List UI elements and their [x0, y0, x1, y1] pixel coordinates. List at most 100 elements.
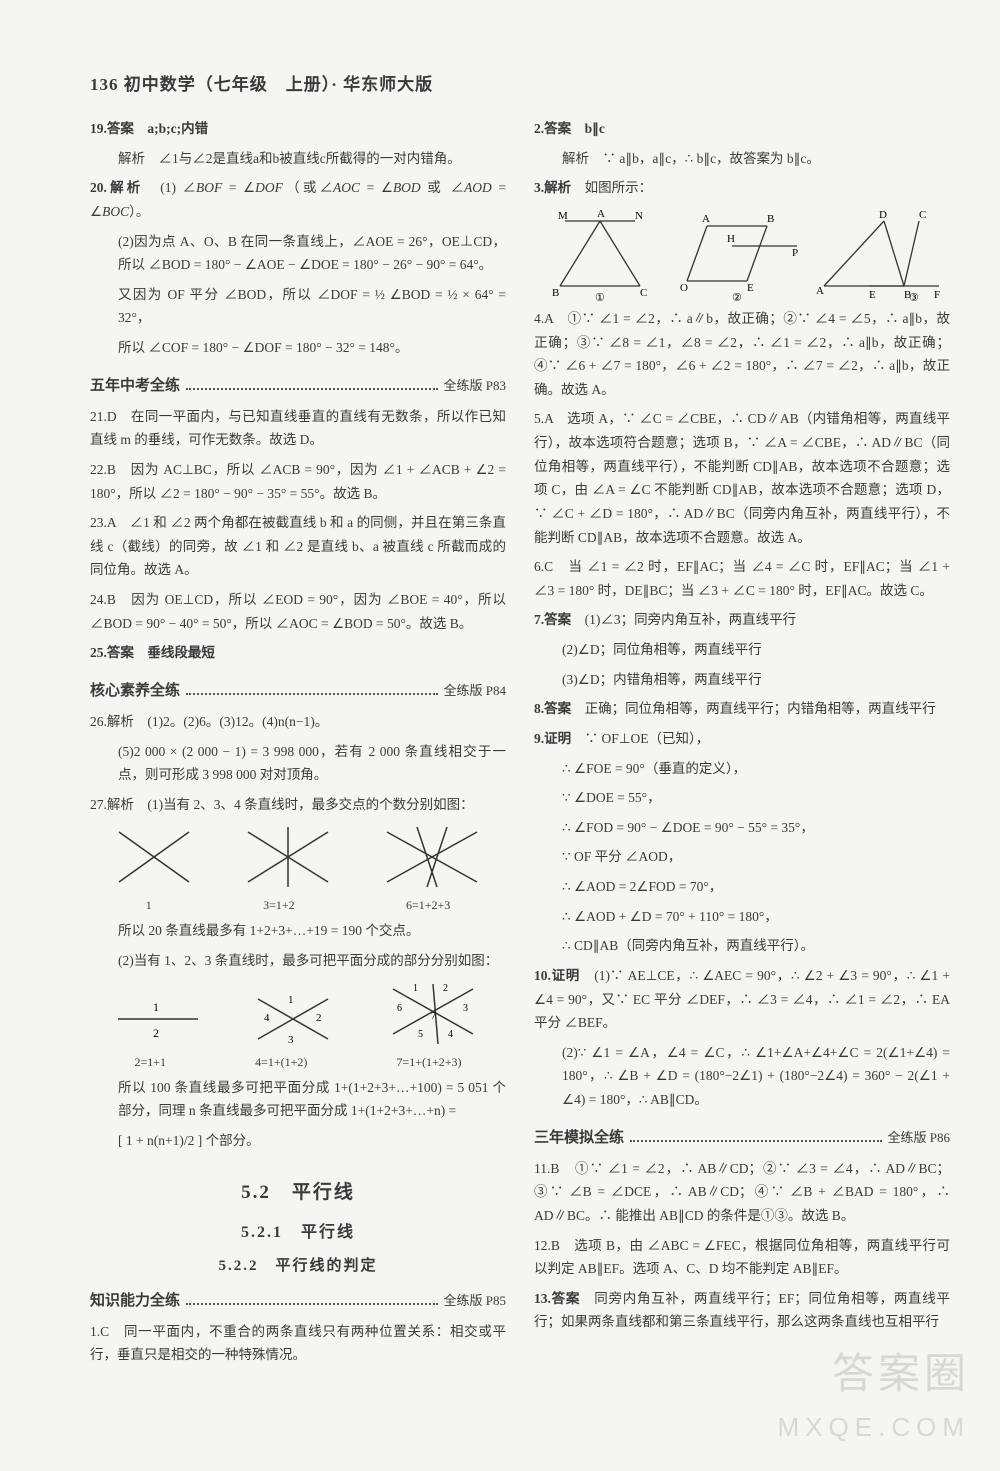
q6: 6.C 当 ∠1 = ∠2 时，EF∥AC；当 ∠4 = ∠C 时，EF∥AC；… — [534, 555, 950, 602]
fig-plane1-icon: 12 — [113, 989, 203, 1049]
page-header: 136 初中数学（七年级 上册）· 华东师大版 — [90, 70, 950, 95]
fig-4lines-icon — [377, 822, 487, 892]
section-core-title: 核心素养全练 — [90, 679, 180, 700]
section-core: 核心素养全练 全练版 P84 — [90, 679, 506, 700]
q9b: ∴ ∠FOE = 90°（垂直的定义）， — [534, 757, 950, 781]
q3: 3.解析 如图所示： — [534, 176, 950, 200]
subchapter-1: 5.2.1 平行线 — [90, 1218, 506, 1242]
q19-answer: 19.答案 a;b;c;内错 — [90, 117, 506, 141]
figcap-1: 1 — [146, 898, 152, 913]
fig-2lines-icon — [109, 822, 199, 892]
figure-cap-1: 1 3=1+2 6=1+2+3 — [90, 898, 506, 913]
subchapter-2: 5.2.2 平行线的判定 — [90, 1254, 506, 1275]
section-3year-ref: 全练版 P86 — [888, 1127, 950, 1146]
figcap-3: 6=1+2+3 — [406, 898, 450, 913]
dots — [186, 693, 438, 695]
svg-text:A: A — [816, 285, 824, 297]
q9g: ∴ ∠AOD + ∠D = 70° + 110° = 180°， — [534, 905, 950, 929]
q24: 24.B 因为 OE⊥CD，所以 ∠EOD = 90°，因为 ∠BOE = 40… — [90, 588, 506, 635]
svg-text:A: A — [702, 213, 710, 225]
q23: 23.A ∠1 和 ∠2 两个角都在被截直线 b 和 a 的同侧，并且在第三条直… — [90, 511, 506, 582]
q12: 12.B 选项 B，由 ∠ABC = ∠FEC，根据同位角相等，两直线平行可以判… — [534, 1234, 950, 1281]
figure-cap-2: 2=1+1 4=1+(1+2) 7=1+(1+2+3) — [90, 1055, 506, 1070]
svg-text:E: E — [747, 282, 754, 294]
svg-text:2: 2 — [443, 983, 448, 994]
svg-text:1: 1 — [413, 983, 418, 994]
section-knowledge: 知识能力全练 全练版 P85 — [90, 1289, 506, 1310]
q9f: ∴ ∠AOD = 2∠FOD = 70°， — [534, 875, 950, 899]
section-knowledge-title: 知识能力全练 — [90, 1289, 180, 1310]
svg-text:E: E — [869, 289, 876, 301]
watermark-url: MXQE.COM — [778, 1412, 970, 1443]
svg-text:7: 7 — [431, 1011, 436, 1022]
section-5year: 五年中考全练 全练版 P83 — [90, 374, 506, 395]
q20-line1: 20.解析 (1) ∠BOF = ∠DOF（或∠AOC = ∠BOD 或 ∠AO… — [90, 176, 506, 223]
svg-text:C: C — [919, 209, 926, 221]
q27-line5: [ 1 + n(n+1)/2 ] 个部分。 — [90, 1129, 506, 1153]
svg-text:C: C — [640, 287, 647, 299]
q10b: (2)∵ ∠1 = ∠A，∠4 = ∠C，∴ ∠1+∠A+∠4+∠C = 2(∠… — [534, 1041, 950, 1112]
section-knowledge-ref: 全练版 P85 — [444, 1290, 506, 1309]
q7b: (2)∠D；同位角相等，两直线平行 — [534, 638, 950, 662]
dots — [186, 1303, 438, 1305]
svg-text:6: 6 — [397, 1003, 402, 1014]
q7a: 7.答案 (1)∠3；同旁内角互补，两直线平行 — [534, 608, 950, 632]
q1: 1.C 同一平面内，不重合的两条直线只有两种位置关系：相交或平行，垂直只是相交的… — [90, 1320, 506, 1367]
figcap2-2: 4=1+(1+2) — [255, 1055, 307, 1070]
svg-text:③: ③ — [909, 292, 919, 301]
q2-explain: 解析 ∵ a∥b，a∥c，∴ b∥c，故答案为 b∥c。 — [534, 147, 950, 171]
fig-triangle2-icon: DC AE BF ③ — [814, 206, 944, 301]
q9e: ∵ OF 平分 ∠AOD， — [534, 845, 950, 869]
q27-line1: 27.解析 (1)当有 2、3、4 条直线时，最多交点的个数分别如图： — [90, 793, 506, 817]
q9c: ∵ ∠DOE = 55°， — [534, 786, 950, 810]
svg-text:B: B — [767, 213, 774, 225]
q21: 21.D 在同一平面内，与已知直线垂直的直线有无数条，所以作已知直线 m 的垂线… — [90, 405, 506, 452]
q20-line3: 又因为 OF 平分 ∠BOD，所以 ∠DOF = ½ ∠BOD = ½ × 64… — [90, 283, 506, 330]
left-column: 19.答案 a;b;c;内错 解析 ∠1与∠2是直线a和b被直线c所截得的一对内… — [90, 117, 506, 1373]
q25: 25.答案 垂线段最短 — [90, 641, 506, 665]
svg-text:P: P — [792, 247, 798, 259]
svg-text:1: 1 — [153, 1000, 159, 1014]
q27-line4: 所以 100 条直线最多可把平面分成 1+(1+2+3+…+100) = 5 0… — [90, 1076, 506, 1123]
q9a: 9.证明 ∵ OF⊥OE（已知）， — [534, 727, 950, 751]
svg-text:3: 3 — [288, 1034, 294, 1046]
q19-explain: 解析 ∠1与∠2是直线a和b被直线c所截得的一对内错角。 — [90, 147, 506, 171]
q27-line3: (2)当有 1、2、3 条直线时，最多可把平面分成的部分分别如图： — [90, 949, 506, 973]
q26-line1: 26.解析 (1)2。(2)6。(3)12。(4)n(n−1)。 — [90, 710, 506, 734]
q8: 8.答案 正确；同位角相等，两直线平行；内错角相等，两直线平行 — [534, 697, 950, 721]
figcap-2: 3=1+2 — [263, 898, 295, 913]
section-core-ref: 全练版 P84 — [444, 680, 506, 699]
fig-plane3-icon: 1234567 — [383, 979, 483, 1049]
figure-row-2: 12 1234 1234567 — [90, 979, 506, 1049]
svg-text:3: 3 — [463, 1003, 468, 1014]
figure-row-3: MAN BC ① AB OE HP ② DC — [534, 206, 950, 301]
section-5year-ref: 全练版 P83 — [444, 375, 506, 394]
chapter-title: 5.2 平行线 — [90, 1177, 506, 1204]
svg-text:N: N — [635, 210, 643, 222]
svg-text:M: M — [558, 210, 568, 222]
svg-text:H: H — [727, 233, 735, 245]
svg-text:2: 2 — [316, 1012, 322, 1024]
svg-text:2: 2 — [153, 1026, 159, 1040]
q7c: (3)∠D；内错角相等，两直线平行 — [534, 668, 950, 692]
q20-line2: (2)因为点 A、O、B 在同一条直线上，∠AOE = 26°，OE⊥CD，所以… — [90, 230, 506, 277]
q5: 5.A 选项 A，∵ ∠C = ∠CBE，∴ CD∥AB（内错角相等，两直线平行… — [534, 407, 950, 549]
q11: 11.B ①∵ ∠1 = ∠2，∴ AB∥CD；②∵ ∠3 = ∠4，∴ AD∥… — [534, 1157, 950, 1228]
section-5year-title: 五年中考全练 — [90, 374, 180, 395]
svg-text:4: 4 — [264, 1012, 270, 1024]
figcap2-1: 2=1+1 — [135, 1055, 167, 1070]
svg-text:D: D — [879, 209, 887, 221]
watermark-logo: 答案圈 — [832, 1340, 970, 1401]
q4: 4.A ①∵ ∠1 = ∠2，∴ a∥b，故正确；②∵ ∠4 = ∠5，∴ a∥… — [534, 307, 950, 402]
svg-text:A: A — [597, 208, 605, 220]
svg-text:B: B — [552, 287, 559, 299]
q9h: ∴ CD∥AB（同旁内角互补，两直线平行）。 — [534, 934, 950, 958]
fig-triangle1-icon: MAN BC ① — [540, 206, 660, 301]
figure-row-1 — [90, 822, 506, 892]
svg-text:②: ② — [732, 292, 742, 301]
q20-line4: 所以 ∠COF = 180° − ∠DOF = 180° − 32° = 148… — [90, 336, 506, 360]
q10a: 10.证明 (1)∵ AE⊥CE，∴ ∠AEC = 90°，∴ ∠2 + ∠3 … — [534, 964, 950, 1035]
svg-text:4: 4 — [448, 1029, 453, 1040]
svg-text:F: F — [934, 289, 940, 301]
dots — [186, 388, 438, 390]
